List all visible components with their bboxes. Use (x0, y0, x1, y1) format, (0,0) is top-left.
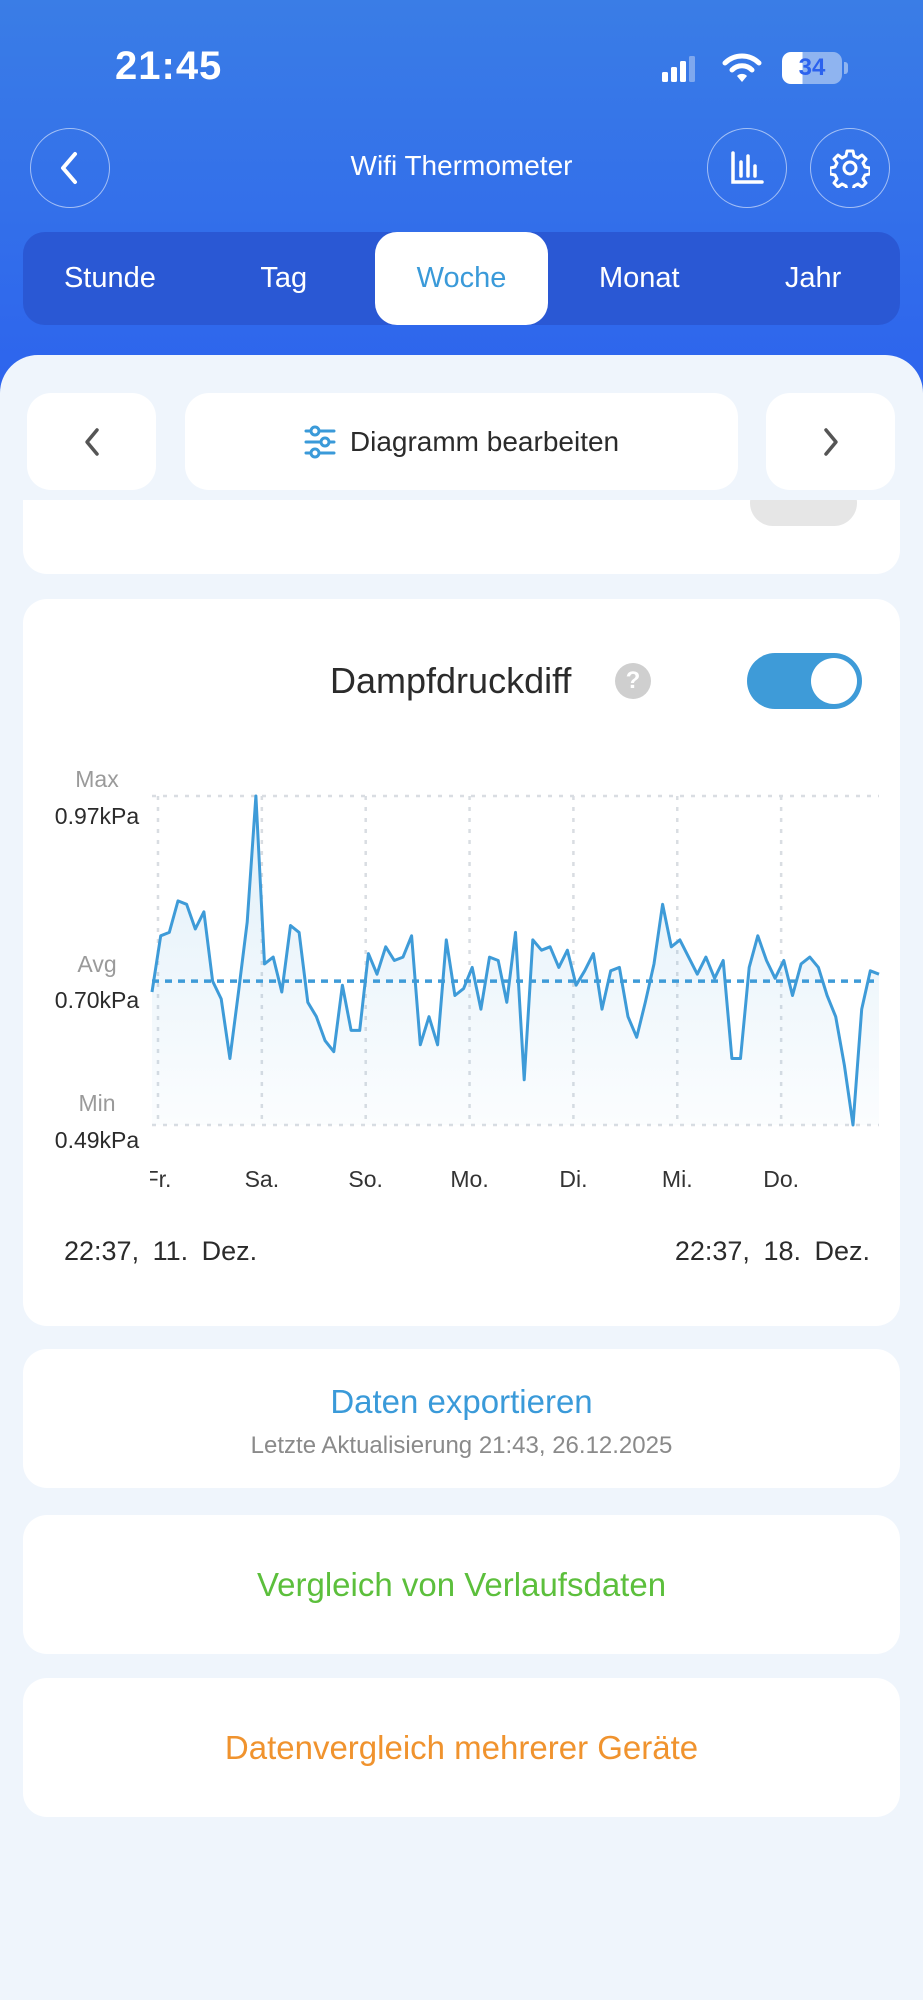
x-tick-label: Di. (559, 1166, 587, 1192)
tab-woche[interactable]: Woche (374, 232, 549, 325)
chart-title: Dampfdruckdiff (330, 660, 572, 701)
battery-tip (844, 62, 848, 74)
max-value: 0.97kPa (54, 803, 140, 829)
edit-chart-label: Diagramm bearbeiten (349, 425, 620, 457)
chevron-right-icon (823, 427, 838, 456)
wifi-icon (722, 53, 762, 82)
chart-toggle-off[interactable] (750, 500, 857, 526)
x-tick-label: So. (348, 1166, 383, 1192)
tab-jahr[interactable]: Jahr (784, 262, 842, 294)
page-title: Wifi Thermometer (350, 150, 573, 181)
question-icon[interactable]: ? (615, 663, 651, 699)
device-compare-card[interactable]: Datenvergleich mehrerer Geräte (23, 1678, 900, 1817)
export-button[interactable]: Daten exportieren (330, 1383, 593, 1420)
toggle-knob (811, 658, 857, 704)
battery-icon: 34 (782, 52, 842, 84)
max-label: Max (75, 766, 119, 792)
chart-series-line (150, 794, 880, 1127)
start-time: 22:37, (64, 1236, 140, 1266)
period-tabs: Stunde Tag Woche Monat Jahr (23, 232, 900, 325)
range-start: 22:37, 11. Dez. (64, 1236, 257, 1267)
end-date: 18. Dez. (763, 1236, 870, 1266)
tab-monat[interactable]: Monat (598, 262, 680, 294)
tab-stunde[interactable]: Stunde (63, 262, 156, 294)
previous-period-button[interactable] (27, 393, 156, 490)
min-value: 0.49kPa (54, 1127, 140, 1153)
edit-chart-button[interactable]: Diagramm bearbeiten (185, 393, 738, 490)
device-compare-button[interactable]: Datenvergleich mehrerer Geräte (224, 1729, 699, 1766)
settings-button[interactable] (810, 128, 890, 208)
battery-level: 34 (798, 54, 826, 81)
sliders-icon (304, 425, 336, 458)
avg-label: Avg (77, 951, 117, 977)
chart-toggle-on[interactable] (747, 653, 862, 709)
cellular-signal-icon (662, 56, 695, 82)
x-tick-label: Mo. (450, 1166, 488, 1192)
x-tick-label: Sa. (245, 1166, 280, 1192)
end-time: 22:37, (674, 1236, 750, 1266)
previous-chart-card-partial (23, 500, 900, 574)
gear-icon (830, 149, 870, 188)
chevron-left-icon (84, 427, 99, 456)
bar-chart-icon (731, 151, 764, 184)
header-background (0, 0, 923, 420)
export-card[interactable]: Daten exportieren Letzte Aktualisierung … (23, 1349, 900, 1488)
range-end: 22:37, 18. Dez. (675, 1236, 870, 1267)
next-period-button[interactable] (766, 393, 895, 490)
last-update: Letzte Aktualisierung 21:43, 26.12.2025 (250, 1432, 673, 1459)
chart-button[interactable] (707, 128, 787, 208)
status-time: 21:45 (115, 44, 223, 88)
start-date: 11. Dez. (152, 1236, 258, 1266)
chevron-left-icon (61, 152, 77, 184)
x-tick-label: Fr. (145, 1166, 172, 1192)
x-tick-label: Do. (763, 1166, 799, 1192)
history-compare-button[interactable]: Vergleich von Verlaufsdaten (256, 1566, 667, 1603)
x-tick-label: Mi. (662, 1166, 693, 1192)
avg-value: 0.70kPa (54, 987, 140, 1013)
min-label: Min (78, 1090, 116, 1116)
history-compare-card[interactable]: Vergleich von Verlaufsdaten (23, 1515, 900, 1654)
chart-plot: Fr. Sa. So. Mo. Di. Mi. Do. (145, 794, 880, 1192)
chart-area-fill (152, 796, 879, 1125)
tab-tag[interactable]: Tag (260, 262, 308, 294)
back-button[interactable] (30, 128, 110, 208)
